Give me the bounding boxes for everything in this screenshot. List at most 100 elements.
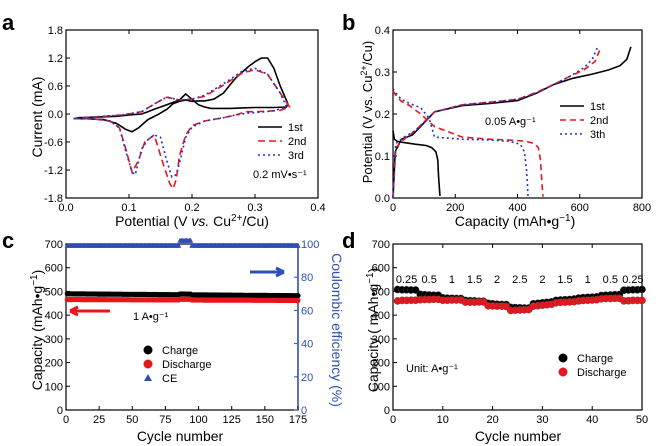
panel-c-frame <box>65 243 299 411</box>
panel-d-rate-label: 1.5 <box>467 274 482 286</box>
panel-d-ytick-label: 300 <box>372 334 390 346</box>
panel-d-rate-label: 0.25 <box>622 274 643 286</box>
panel-d-xlabel: Cycle number <box>475 428 562 444</box>
panel-c-ce-point <box>176 242 182 248</box>
panel-d-discharge-point <box>638 296 646 305</box>
panel-b-xtick-label: 800 <box>633 202 651 214</box>
panel-d-rate-label: 1.5 <box>557 274 572 286</box>
panel-d-ytick-label: 600 <box>372 263 390 275</box>
panel-d-ytick-label: 100 <box>372 381 390 393</box>
panel-d-xtick-label: 20 <box>486 414 498 426</box>
panel-d-xtick-label: 0 <box>390 414 396 426</box>
panel-a-chart: Potential (V vs. Cu2+/Cu) Current (mA) 0… <box>29 25 326 229</box>
panel-d-rate-label: 0.25 <box>396 274 417 286</box>
panel-b-xtick-label: 0 <box>390 202 396 214</box>
panel-d-rate-label: 2 <box>494 274 500 286</box>
panel-d-ytick-label: 200 <box>372 358 390 370</box>
panel-c-ce-point <box>188 237 194 243</box>
panel-b-chart: Capacity (mAh•g−1) Potential (V vs. Cu2+… <box>359 25 651 229</box>
panel-d-rate-label: 0.5 <box>603 274 618 286</box>
panel-c-ytick-label: 100 <box>45 381 63 393</box>
panel-d-xtick-label: 30 <box>536 414 548 426</box>
panel-b-discharge-line <box>392 90 544 197</box>
panel-c-legend-label: CE <box>162 373 177 385</box>
panel-d-xtick-label: 10 <box>437 414 449 426</box>
panel-c-xtick-label: 125 <box>223 414 241 426</box>
panel-a-ytick-label: 1.8 <box>48 25 63 37</box>
panel-b-discharge-line <box>392 130 441 196</box>
panel-c-ylabel: Capacity (mAh•g−1) <box>29 270 45 391</box>
panel-b-legend-label: 1st <box>590 101 605 113</box>
panel-c-y2tick-label: 40 <box>301 339 313 351</box>
panel-label-c: c <box>2 228 14 253</box>
panel-a-xtick-label: 0.2 <box>184 202 199 214</box>
panel-b-charge-line <box>392 46 599 199</box>
panel-label-a: a <box>2 10 15 35</box>
panel-a-ytick-label: 1.2 <box>48 53 63 65</box>
panel-a-legend-label: 3rd <box>288 150 304 162</box>
panel-a-xtick-label: 0.3 <box>247 202 262 214</box>
panel-a-series-line <box>73 57 289 133</box>
panel-a-legend-label: 2nd <box>288 136 306 148</box>
panel-c-ce-point <box>295 242 301 248</box>
panel-b-legend-label: 2nd <box>590 115 608 127</box>
panel-a-xtick-label: 0.0 <box>58 202 73 214</box>
panel-d-xtick-label: 40 <box>586 414 598 426</box>
panel-b-frame <box>392 29 643 199</box>
panel-a-ytick-label: 0.0 <box>48 109 63 121</box>
panel-a-xtick-label: 0.1 <box>121 202 136 214</box>
panel-b-xtick-label: 600 <box>571 202 589 214</box>
panel-d-rate-label: 1 <box>449 274 455 286</box>
panel-d-ytick-label: 400 <box>372 310 390 322</box>
panel-b-ytick-label: 0.1 <box>375 151 390 163</box>
panel-d-xtick-label: 50 <box>636 414 648 426</box>
panel-c-xtick-label: 0 <box>63 414 69 426</box>
panel-d-ytick-label: 0 <box>384 405 390 417</box>
panel-a-ytick-label: -1.8 <box>44 193 63 205</box>
panel-a-series-line <box>73 68 291 191</box>
panel-a-ylabel: Current (mA) <box>29 77 45 158</box>
panel-c-y2label: Coulombic efficiency (%) <box>329 253 345 407</box>
panel-c-ytick-label: 0 <box>57 405 63 417</box>
panel-d-rate-label: 2 <box>539 274 545 286</box>
panel-c-y2tick-label: 0 <box>301 405 307 417</box>
panel-b-legend-label: 3th <box>590 129 605 141</box>
panel-d-charge-point <box>638 285 646 294</box>
panel-label-b: b <box>342 10 355 35</box>
panel-b-discharge-line <box>392 88 529 197</box>
panel-c-legend-marker <box>143 359 153 369</box>
panel-c-legend-label: Discharge <box>162 359 212 371</box>
panel-a-ytick-label: 0.6 <box>48 81 63 93</box>
panel-c-y2tick-label: 20 <box>301 372 313 384</box>
panel-a-xtick-label: 0.4 <box>310 202 325 214</box>
panel-c-xtick-label: 150 <box>256 414 274 426</box>
panel-d-legend-marker <box>558 353 568 363</box>
panel-a-annotation: 0.2 mV•s⁻¹ <box>253 169 307 181</box>
panel-c-y2tick-label: 80 <box>301 272 313 284</box>
panel-d-ytick-label: 700 <box>372 239 390 251</box>
panel-d-ytick-label: 500 <box>372 286 390 298</box>
panel-c-xtick-label: 75 <box>159 414 171 426</box>
panel-d-legend-label: Charge <box>577 353 613 365</box>
panel-c-discharge-point <box>295 297 301 303</box>
panel-c-chart: Cycle number Capacity (mAh•g−1) Coulombi… <box>29 237 345 444</box>
panel-d-rate-label: 2.5 <box>512 274 527 286</box>
panel-b-xtick-label: 400 <box>508 202 526 214</box>
panel-b-ytick-label: 0.2 <box>375 109 390 121</box>
panel-b-xtick-label: 200 <box>446 202 464 214</box>
panel-label-d: d <box>342 228 355 253</box>
panel-c-y2tick-label: 60 <box>301 305 313 317</box>
panel-a-xlabel: Potential (V vs. Cu2+/Cu) <box>115 213 269 229</box>
panel-c-ytick-label: 400 <box>45 310 63 322</box>
panel-b-ylabel: Potential (V vs. Cu2+/Cu) <box>359 41 375 183</box>
panel-a-ytick-label: -0.6 <box>44 137 63 149</box>
panel-c-ytick-label: 500 <box>45 286 63 298</box>
panel-a-ytick-label: -1.2 <box>44 165 63 177</box>
panel-c-legend-marker <box>144 374 152 381</box>
panel-d-rate-label: 1 <box>585 274 591 286</box>
panel-c-legend-label: Charge <box>162 345 198 357</box>
panel-a-legend-label: 1st <box>288 122 303 134</box>
panel-d-frame <box>392 243 643 411</box>
panel-c-xtick-label: 175 <box>289 414 307 426</box>
